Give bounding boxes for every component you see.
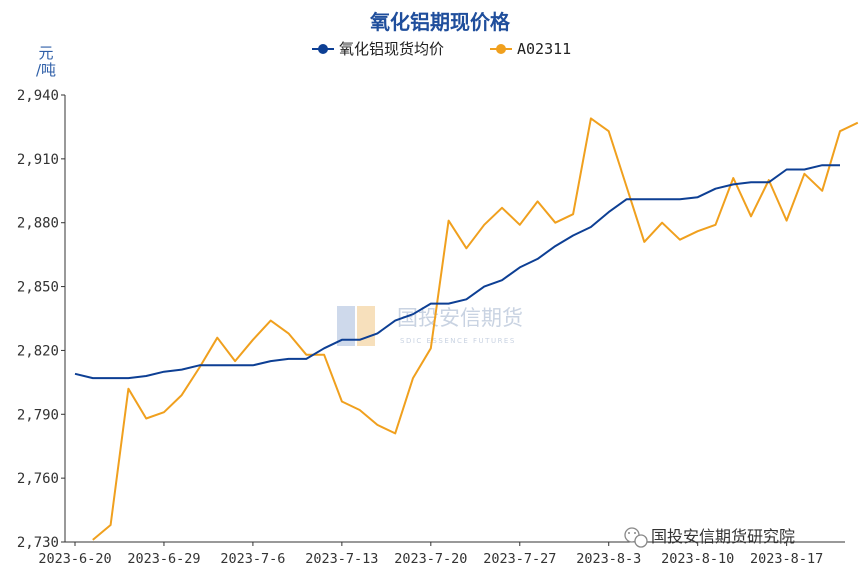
legend-label-1: 氧化铝现货均价: [339, 40, 444, 58]
series-line-1: [74, 164, 840, 380]
x-tick-label: 2023-7-13: [305, 551, 378, 567]
legend-marker: [496, 44, 506, 54]
x-tick-label: 2023-8-3: [576, 551, 641, 567]
y-unit-text-1: 元: [38, 44, 53, 62]
x-tick-label: 2023-8-10: [661, 551, 734, 567]
watermark-subtext: SDIC ESSENCE FUTURES: [400, 337, 516, 345]
legend-label-2: A02311: [517, 40, 571, 58]
y-tick-label: 2,850: [17, 280, 59, 296]
source-text: 国投安信期货研究院: [651, 527, 795, 546]
y-tick-label: 2,730: [17, 535, 59, 551]
watermark: 国投安信期货 SDIC ESSENCE FUTURES: [337, 306, 523, 346]
x-tick-label: 2023-6-20: [38, 551, 111, 567]
y-unit-label: 元 /吨: [36, 44, 56, 79]
legend: 氧化铝现货均价 A02311: [312, 40, 571, 58]
y-tick-label: 2,940: [17, 88, 59, 104]
x-tick-label: 2023-7-6: [220, 551, 285, 567]
y-tick-label: 2,910: [17, 152, 59, 168]
series-layer: [74, 117, 859, 541]
watermark-text: 国投安信期货: [397, 306, 523, 330]
x-tick-label: 2023-8-17: [750, 551, 823, 567]
source-badge: 国投安信期货研究院: [624, 527, 795, 548]
legend-marker: [318, 44, 328, 54]
wechat-icon: [624, 527, 648, 548]
chart-title: 氧化铝期现价格: [369, 10, 511, 34]
x-tick-label: 2023-7-20: [394, 551, 467, 567]
y-tick-label: 2,790: [17, 407, 59, 423]
x-tick-label: 2023-6-29: [127, 551, 200, 567]
y-tick-label: 2,760: [17, 471, 59, 487]
y-unit-text-2: /吨: [36, 61, 56, 79]
x-tick-label: 2023-7-27: [483, 551, 556, 567]
y-tick-label: 2,820: [17, 343, 59, 359]
axes: 2,730 2,760 2,790 2,820 2,850 2,880 2,910 2,940…: [17, 88, 845, 567]
y-tick-label: 2,880: [17, 216, 59, 232]
